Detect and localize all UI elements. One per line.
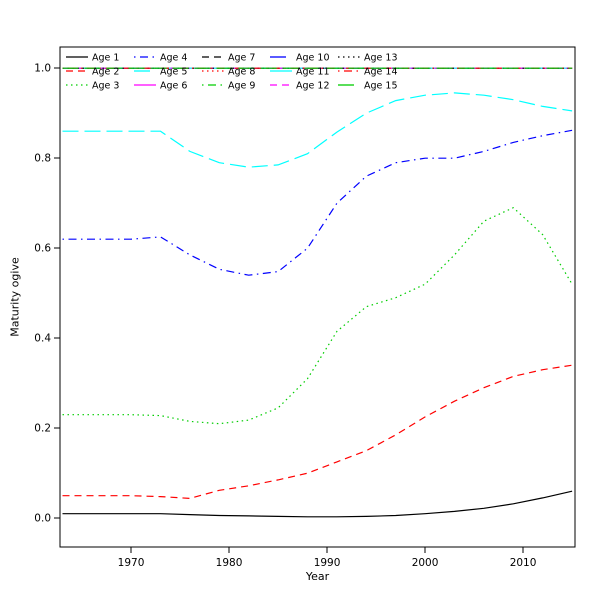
legend-label-age-9: Age 9 [228,81,255,92]
series-line-age-1 [62,490,573,518]
series-line-age-2 [62,364,573,500]
x-tick-label: 1990 [314,557,341,569]
legend-label-age-14: Age 14 [364,67,397,78]
series-line-age-4 [62,129,573,276]
legend-label-age-7: Age 7 [228,53,255,64]
x-tick-label: 2000 [412,557,439,569]
legend-label-age-11: Age 11 [296,67,329,78]
y-tick-label: 0.6 [34,243,51,255]
legend-label-age-10: Age 10 [296,53,329,64]
legend-label-age-15: Age 15 [364,81,397,92]
legend-label-age-2: Age 2 [92,67,119,78]
legend-label-age-3: Age 3 [92,81,119,92]
series-line-age-5 [62,92,573,168]
plot-box [59,46,576,548]
legend-label-age-4: Age 4 [160,53,187,64]
y-tick-label: 1.0 [34,63,51,75]
legend-label-age-8: Age 8 [228,67,255,78]
legend-label-age-13: Age 13 [364,53,397,64]
legend-label-age-6: Age 6 [160,81,187,92]
legend-label-age-5: Age 5 [160,67,187,78]
x-tick-label: 1980 [216,557,243,569]
legend-label-age-12: Age 12 [296,81,329,92]
y-tick-label: 0.0 [34,513,51,525]
y-tick-label: 0.8 [34,153,51,165]
y-tick-label: 0.4 [34,333,51,345]
x-tick-label: 1970 [118,557,145,569]
series-line-age-3 [62,206,573,425]
legend-label-age-1: Age 1 [92,53,119,64]
x-axis-title: Year [305,570,330,583]
y-tick-label: 0.2 [34,423,51,435]
y-axis-title: Maturity ogive [8,257,22,337]
x-tick-label: 2010 [510,557,537,569]
